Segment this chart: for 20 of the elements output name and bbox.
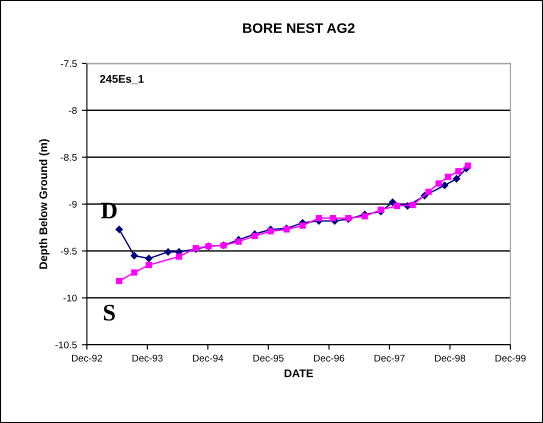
y-tick-label: -10.5 [55, 341, 77, 348]
x-tick-label: Dec-98 [435, 354, 466, 362]
y-axis-title: Depth Below Ground (m) [39, 139, 50, 269]
series-label: S [104, 304, 115, 321]
y-tick-label: -8.5 [60, 154, 77, 161]
x-tick-label: Dec-94 [192, 354, 224, 362]
x-axis-title: DATE [284, 369, 313, 378]
annotation: 245Es_1 [100, 74, 144, 84]
x-tick-label: Dec-93 [132, 354, 163, 362]
y-tick-label: -9.5 [60, 248, 77, 255]
x-tick-label: Dec-97 [374, 354, 405, 362]
y-tick-label: -9 [68, 200, 77, 208]
y-tick-label: -7.5 [60, 60, 77, 68]
x-tick-label: Dec-96 [314, 354, 344, 362]
y-tick-label: -8 [68, 107, 77, 114]
x-tick-label: Dec-92 [72, 354, 102, 362]
x-tick-label: Dec-99 [496, 354, 526, 362]
x-tick-label: Dec-95 [253, 354, 284, 362]
y-tick-label: -10 [64, 294, 77, 302]
chart-title: BORE NEST AG2 [243, 23, 355, 34]
